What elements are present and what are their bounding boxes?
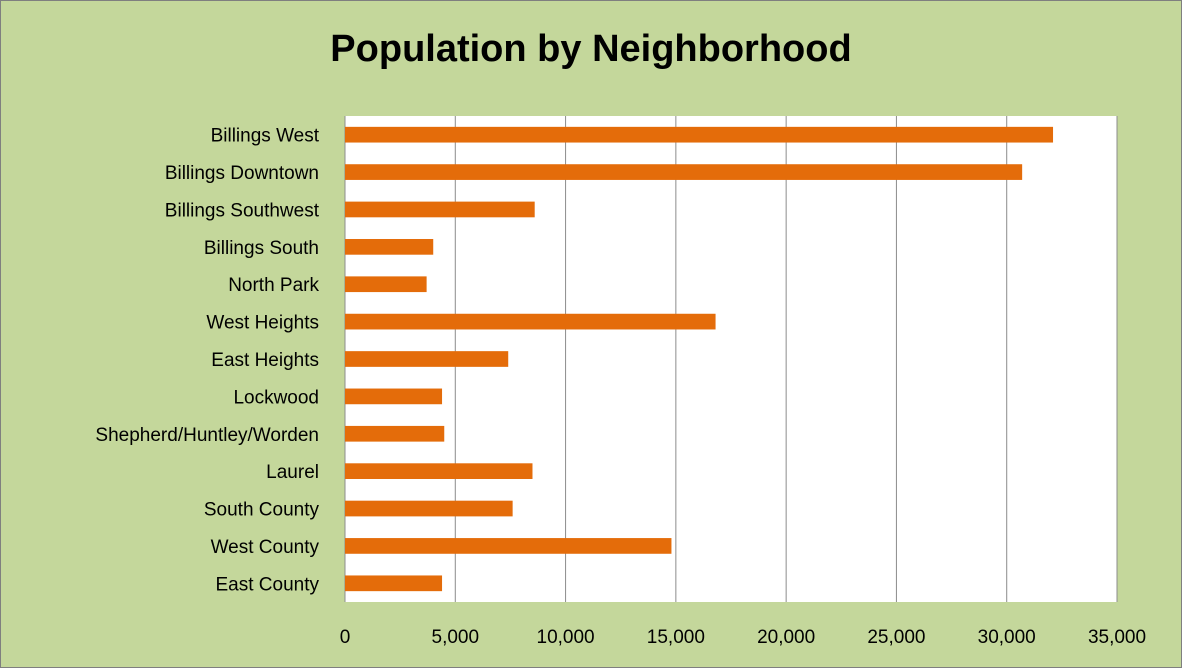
x-tick-label: 5,000	[432, 627, 480, 648]
chart-title: Population by Neighborhood	[330, 28, 852, 70]
x-tick-label: 0	[340, 627, 351, 648]
x-tick-label: 20,000	[757, 627, 815, 648]
bar	[345, 238, 434, 255]
bar	[345, 500, 513, 517]
category-label: Billings South	[204, 238, 319, 259]
x-tick-label: 15,000	[647, 627, 705, 648]
category-labels: Billings West Billings Downtown Billings S…	[95, 126, 319, 596]
bar	[345, 351, 509, 367]
category-label: Billings West	[211, 126, 320, 147]
category-label: West County	[211, 537, 320, 558]
gridlines	[344, 116, 1118, 602]
category-label: Laurel	[266, 462, 319, 483]
bar	[345, 276, 427, 293]
category-label: East Heights	[211, 350, 319, 371]
category-label: East County	[216, 574, 320, 595]
bar	[345, 463, 533, 480]
bar	[345, 538, 672, 554]
bar	[345, 126, 1054, 143]
bar	[345, 201, 535, 218]
category-label: North Park	[228, 275, 319, 296]
bar	[345, 164, 1023, 180]
category-label: Shepherd/Huntley/Worden	[95, 425, 319, 446]
bars	[345, 126, 1054, 592]
category-label: South County	[204, 500, 320, 521]
tick-labels: 0 5,000 10,000 15,000 20,000 25,000 30,000 35,0…	[340, 627, 1146, 648]
bar	[345, 313, 716, 330]
x-tick-label: 25,000	[867, 627, 925, 648]
x-tick-label: 30,000	[978, 627, 1036, 648]
category-label: West Heights	[206, 313, 319, 334]
bar	[345, 388, 443, 405]
x-tick-label: 10,000	[537, 627, 595, 648]
bar	[345, 425, 445, 442]
x-tick-label: 35,000	[1088, 627, 1146, 648]
category-label: Lockwood	[233, 387, 319, 408]
category-label: Billings Southwest	[165, 200, 320, 221]
category-label: Billings Downtown	[165, 163, 319, 184]
bar	[345, 575, 443, 592]
